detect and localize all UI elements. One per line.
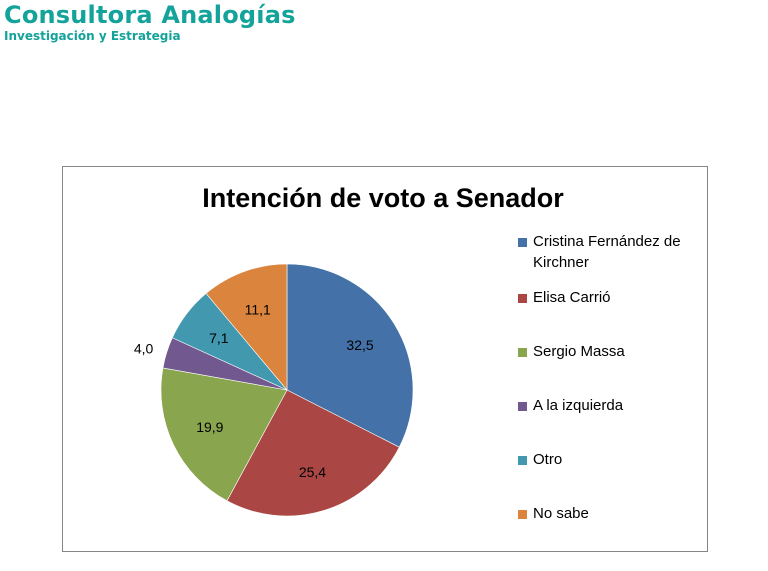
legend-label: No sabe [533, 505, 589, 522]
legend-item-sergio-massa: Sergio Massa [518, 341, 703, 362]
legend-item-no-sabe: No sabe [518, 503, 703, 524]
legend-swatch [518, 402, 527, 411]
legend-label: Sergio Massa [533, 343, 625, 360]
legend-swatch [518, 238, 527, 247]
pie-label-sergio-massa: 19,9 [196, 419, 223, 435]
legend-item-elisa-carrio: Elisa Carrió [518, 287, 703, 308]
pie-slice-no-sabe [205, 263, 288, 391]
brand-subtitle: Investigación y Estrategia [4, 29, 181, 43]
pie-label-elisa-carrio: 25,4 [299, 464, 326, 480]
pie-chart: 32,5 25,4 19,9 4,0 7,1 11,1 [134, 263, 414, 517]
legend-label: Otro [533, 451, 563, 468]
legend-item-a-la-izquierda: A la izquierda [518, 395, 703, 416]
legend-item-otro: Otro [518, 449, 703, 470]
legend-swatch [518, 510, 527, 519]
legend-label: Cristina Fernández de Kirchner [533, 233, 681, 271]
legend-label: A la izquierda [533, 397, 624, 414]
pie-label-no-sabe: 11,1 [245, 301, 271, 317]
legend-label: Elisa Carrió [533, 289, 611, 306]
brand-header: Consultora Analogías Investigación y Est… [4, 0, 296, 43]
legend-swatch [518, 456, 527, 465]
legend-item-cristina-fernandez-de-kirchner: Cristina Fernández de Kirchner [518, 231, 703, 273]
chart-title: Intención de voto a Senador [202, 183, 564, 213]
brand-title: Consultora Analogías [4, 1, 296, 29]
legend-swatch [518, 348, 527, 357]
pie-slice-cristina-fernandez-de-kirchner [286, 263, 414, 448]
legend-swatch [518, 294, 527, 303]
chart-frame: Intención de voto a Senador 32,5 25,4 19,9… [62, 166, 708, 552]
pie-label-cristina-fernandez-de-kirchner: 32,5 [346, 337, 373, 353]
pie-label-a-la-izquierda: 4,0 [134, 340, 154, 356]
pie-label-otro: 7,1 [209, 330, 229, 346]
pie-slice-sergio-massa [160, 367, 288, 502]
